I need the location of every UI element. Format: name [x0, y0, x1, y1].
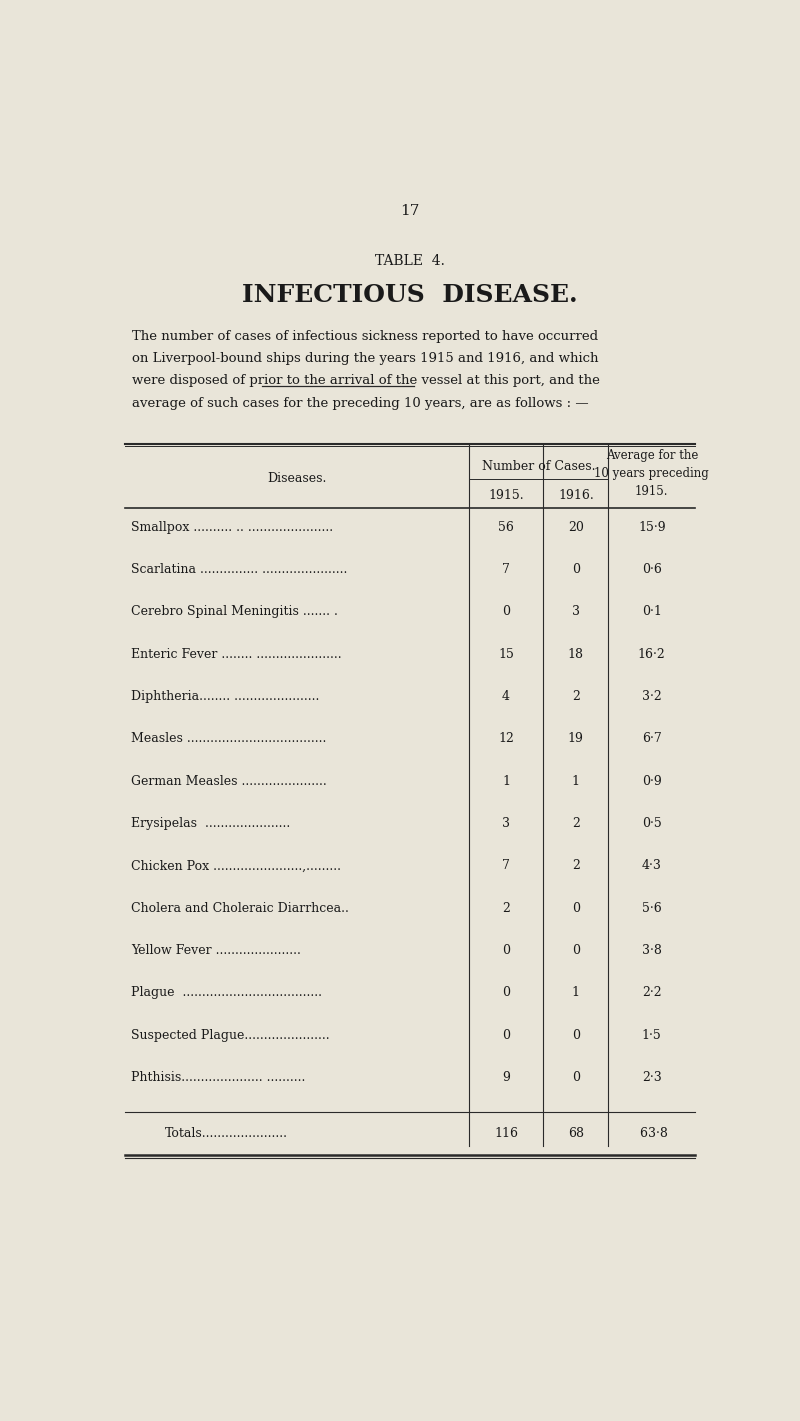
Text: 3·2: 3·2 [642, 691, 662, 703]
Text: 1·5: 1·5 [642, 1029, 662, 1042]
Text: 1: 1 [572, 774, 580, 787]
Text: on Liverpool-bound ships during the years 1915 and 1916, and which: on Liverpool-bound ships during the year… [132, 352, 598, 365]
Text: German Measles ......................: German Measles ...................... [131, 774, 326, 787]
Text: 0: 0 [502, 944, 510, 956]
Text: 0: 0 [572, 902, 580, 915]
Text: 0: 0 [572, 944, 580, 956]
Text: 15: 15 [498, 648, 514, 661]
Text: Yellow Fever ......................: Yellow Fever ...................... [131, 944, 301, 956]
Text: 9: 9 [502, 1071, 510, 1084]
Text: 68: 68 [568, 1127, 584, 1140]
Text: 2: 2 [572, 860, 580, 872]
Text: Smallpox .......... .. ......................: Smallpox .......... .. .................… [131, 520, 333, 533]
Text: 2: 2 [572, 817, 580, 830]
Text: 2: 2 [572, 691, 580, 703]
Text: Plague  ....................................: Plague .................................… [131, 986, 322, 999]
Text: 2·3: 2·3 [642, 1071, 662, 1084]
Text: 5·6: 5·6 [642, 902, 662, 915]
Text: 18: 18 [568, 648, 584, 661]
Text: 15·9: 15·9 [638, 520, 666, 533]
Text: 17: 17 [400, 203, 420, 217]
Text: 20: 20 [568, 520, 584, 533]
Text: 0·1: 0·1 [642, 605, 662, 618]
Text: Measles ....................................: Measles ................................… [131, 732, 326, 745]
Text: were disposed of prior to the arrival of the vessel at this port, and the: were disposed of prior to the arrival of… [132, 374, 600, 388]
Text: 1: 1 [502, 774, 510, 787]
Text: 1916.: 1916. [558, 489, 594, 502]
Text: 0·5: 0·5 [642, 817, 662, 830]
Text: 4: 4 [502, 691, 510, 703]
Text: Enteric Fever ........ ......................: Enteric Fever ........ .................… [131, 648, 342, 661]
Text: 0·6: 0·6 [642, 563, 662, 576]
Text: Average for the
10 years preceding
1915.: Average for the 10 years preceding 1915. [594, 449, 709, 497]
Text: 0: 0 [572, 1029, 580, 1042]
Text: 3: 3 [572, 605, 580, 618]
Text: 0·9: 0·9 [642, 774, 662, 787]
Text: 1: 1 [572, 986, 580, 999]
Text: 7: 7 [502, 860, 510, 872]
Text: 12: 12 [498, 732, 514, 745]
Text: Totals......................: Totals...................... [165, 1127, 288, 1140]
Text: Suspected Plague......................: Suspected Plague...................... [131, 1029, 330, 1042]
Text: 2: 2 [502, 902, 510, 915]
Text: 16·2: 16·2 [638, 648, 666, 661]
Text: 1915.: 1915. [488, 489, 524, 502]
Text: Cerebro Spinal Meningitis ....... .: Cerebro Spinal Meningitis ....... . [131, 605, 338, 618]
Text: 2·2: 2·2 [642, 986, 662, 999]
Text: average of such cases for the preceding 10 years, are as follows : —: average of such cases for the preceding … [132, 396, 589, 409]
Text: 0: 0 [572, 563, 580, 576]
Text: 6·7: 6·7 [642, 732, 662, 745]
Text: 56: 56 [498, 520, 514, 533]
Text: 7: 7 [502, 563, 510, 576]
Text: 0: 0 [502, 605, 510, 618]
Text: The number of cases of infectious sickness reported to have occurred: The number of cases of infectious sickne… [132, 330, 598, 342]
Text: TABLE  4.: TABLE 4. [375, 254, 445, 269]
Text: Scarlatina ............... ......................: Scarlatina ............... .............… [131, 563, 347, 576]
Text: 0: 0 [572, 1071, 580, 1084]
Text: 0: 0 [502, 986, 510, 999]
Text: 63·8: 63·8 [636, 1127, 668, 1140]
Text: INFECTIOUS  DISEASE.: INFECTIOUS DISEASE. [242, 283, 578, 307]
Text: Diseases.: Diseases. [267, 472, 326, 485]
Text: 4·3: 4·3 [642, 860, 662, 872]
Text: 19: 19 [568, 732, 584, 745]
Text: Phthisis..................... ..........: Phthisis..................... .......... [131, 1071, 306, 1084]
Text: Number of Cases.: Number of Cases. [482, 460, 595, 473]
Text: 3: 3 [502, 817, 510, 830]
Text: 116: 116 [494, 1127, 518, 1140]
Text: 3·8: 3·8 [642, 944, 662, 956]
Text: Chicken Pox .......................,.........: Chicken Pox .......................,....… [131, 860, 341, 872]
Text: Erysipelas  ......................: Erysipelas ...................... [131, 817, 290, 830]
Text: Diphtheria........ ......................: Diphtheria........ .....................… [131, 691, 319, 703]
Text: 0: 0 [502, 1029, 510, 1042]
Text: Cholera and Choleraic Diarrhcea..: Cholera and Choleraic Diarrhcea.. [131, 902, 349, 915]
